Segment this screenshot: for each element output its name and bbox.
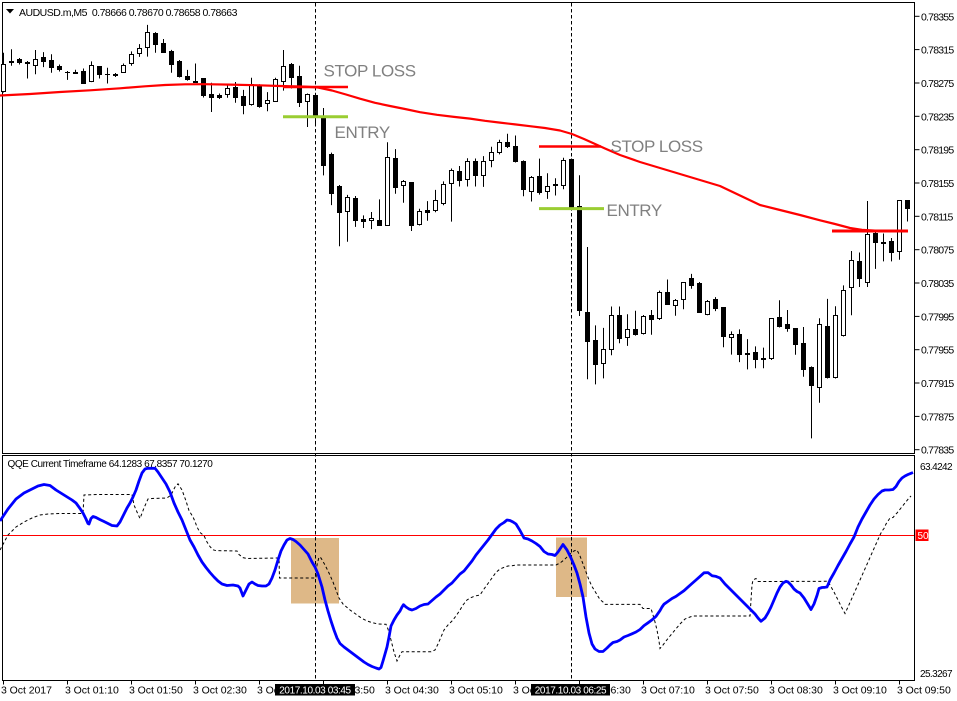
svg-text:AUDUSD.m,M5 0.78666 0.78670 0: AUDUSD.m,M5 0.78666 0.78670 0.78658 0.78… bbox=[19, 7, 238, 19]
svg-text:3 Oct 07:10: 3 Oct 07:10 bbox=[641, 685, 695, 697]
svg-text:0.77835: 0.77835 bbox=[921, 445, 954, 457]
svg-text:0.78275: 0.78275 bbox=[921, 78, 954, 90]
svg-text:STOP LOSS: STOP LOSS bbox=[324, 62, 416, 81]
svg-text:0.78195: 0.78195 bbox=[921, 145, 954, 157]
svg-text:ENTRY: ENTRY bbox=[335, 123, 390, 142]
svg-text:3 Oct 01:10: 3 Oct 01:10 bbox=[65, 685, 119, 697]
svg-text:0.78075: 0.78075 bbox=[921, 245, 954, 257]
svg-text:3 Oct 08:30: 3 Oct 08:30 bbox=[769, 685, 823, 697]
svg-text:STOP LOSS: STOP LOSS bbox=[611, 137, 703, 156]
svg-text:3 Oct 02:30: 3 Oct 02:30 bbox=[193, 685, 247, 697]
svg-text:0.78155: 0.78155 bbox=[921, 178, 954, 190]
svg-text:50: 50 bbox=[918, 531, 930, 542]
svg-text:63.4242: 63.4242 bbox=[920, 462, 953, 473]
svg-text:QQE Current Timeframe 64.1283: QQE Current Timeframe 64.1283 67.8357 70… bbox=[8, 459, 214, 470]
svg-text:3 Oct 01:50: 3 Oct 01:50 bbox=[129, 685, 183, 697]
svg-text:0.77875: 0.77875 bbox=[921, 411, 954, 423]
svg-text:0.78035: 0.78035 bbox=[921, 278, 954, 290]
svg-text:3 Oct 07:50: 3 Oct 07:50 bbox=[705, 685, 759, 697]
svg-text:0.77995: 0.77995 bbox=[921, 311, 954, 323]
svg-text:2017.10.03 06:25: 2017.10.03 06:25 bbox=[535, 686, 607, 697]
svg-text:3 Oct 09:50: 3 Oct 09:50 bbox=[897, 685, 951, 697]
svg-text:3 Oct 04:30: 3 Oct 04:30 bbox=[385, 685, 439, 697]
svg-text:0.77955: 0.77955 bbox=[921, 345, 954, 357]
svg-text:0.78355: 0.78355 bbox=[921, 11, 954, 23]
svg-text:0.78235: 0.78235 bbox=[921, 111, 954, 123]
svg-text:2017.10.03 03:45: 2017.10.03 03:45 bbox=[279, 686, 351, 697]
svg-text:ENTRY: ENTRY bbox=[607, 201, 662, 220]
svg-text:0.78315: 0.78315 bbox=[921, 45, 954, 57]
svg-text:3 Oct 05:10: 3 Oct 05:10 bbox=[449, 685, 503, 697]
svg-text:0.77915: 0.77915 bbox=[921, 378, 954, 390]
svg-text:3 Oct 09:10: 3 Oct 09:10 bbox=[833, 685, 887, 697]
svg-text:25.3267: 25.3267 bbox=[920, 669, 953, 680]
svg-text:3 Oct 2017: 3 Oct 2017 bbox=[1, 685, 52, 697]
svg-text:0.78115: 0.78115 bbox=[921, 211, 954, 223]
